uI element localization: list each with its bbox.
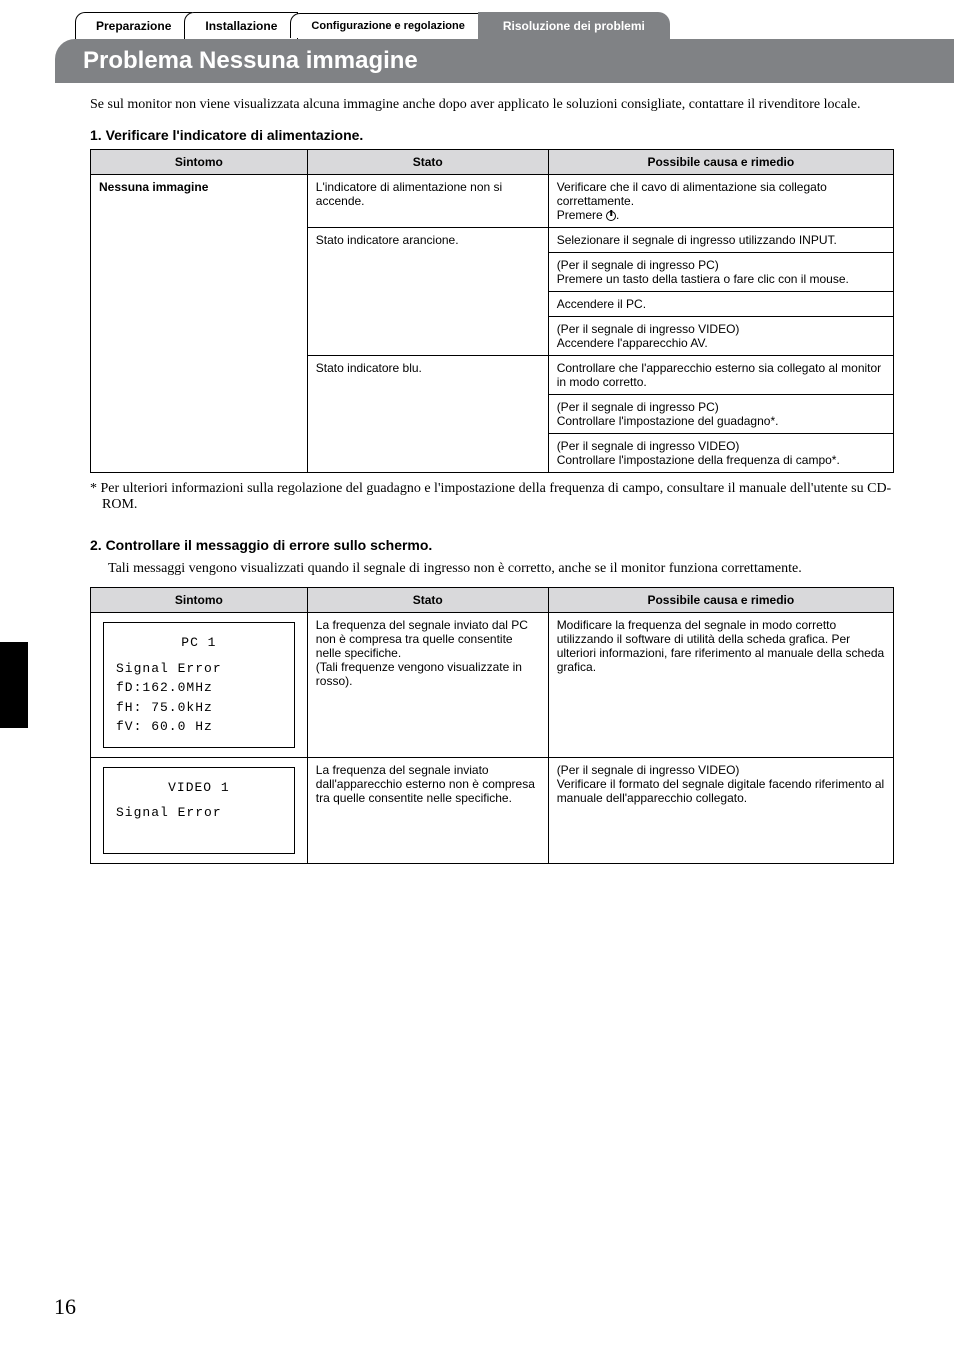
tab-risoluzione[interactable]: Risoluzione dei problemi bbox=[478, 12, 670, 39]
symptom-cell: PC 1 Signal Error fD:162.0MHz fH: 75.0kH… bbox=[91, 613, 308, 758]
col-header: Possibile causa e rimedio bbox=[548, 150, 893, 175]
footnote: * Per ulteriori informazioni sulla regol… bbox=[90, 481, 894, 513]
remedy-cell: (Per il segnale di ingresso PC) Controll… bbox=[548, 395, 893, 434]
power-icon bbox=[606, 211, 616, 221]
error-box-pc: PC 1 Signal Error fD:162.0MHz fH: 75.0kH… bbox=[103, 622, 295, 748]
tab-configurazione[interactable]: Configurazione e regolazione bbox=[290, 13, 485, 38]
state-cell: Stato indicatore arancione. bbox=[307, 228, 548, 356]
col-header: Possibile causa e rimedio bbox=[548, 588, 893, 613]
section1-heading: 1. Verificare l'indicatore di alimentazi… bbox=[90, 127, 894, 143]
remedy-cell: (Per il segnale di ingresso VIDEO) Contr… bbox=[548, 434, 893, 473]
state-cell: La frequenza del segnale inviato dall'ap… bbox=[307, 757, 548, 863]
tab-preparazione[interactable]: Preparazione bbox=[75, 12, 192, 39]
table-row: VIDEO 1 Signal Error La frequenza del se… bbox=[91, 757, 894, 863]
remedy-cell: Controllare che l'apparecchio esterno si… bbox=[548, 356, 893, 395]
remedy-cell: Verificare che il cavo di alimentazione … bbox=[548, 175, 893, 228]
section2-heading: 2. Controllare il messaggio di errore su… bbox=[90, 537, 894, 553]
table-row: Nessuna immagine L'indicatore di aliment… bbox=[91, 175, 894, 228]
table-row: PC 1 Signal Error fD:162.0MHz fH: 75.0kH… bbox=[91, 613, 894, 758]
table-1: Sintomo Stato Possibile causa e rimedio … bbox=[90, 149, 894, 473]
intro-text: Se sul monitor non viene visualizzata al… bbox=[90, 97, 894, 113]
language-label: Italiano bbox=[14, 645, 30, 694]
tab-bar: Preparazione Installazione Configurazion… bbox=[0, 0, 954, 39]
remedy-cell: Modificare la frequenza del segnale in m… bbox=[548, 613, 893, 758]
table-row: Sintomo Stato Possibile causa e rimedio bbox=[91, 150, 894, 175]
table-row: Sintomo Stato Possibile causa e rimedio bbox=[91, 588, 894, 613]
remedy-cell: Selezionare il segnale di ingresso utili… bbox=[548, 228, 893, 253]
state-cell: L'indicatore di alimentazione non si acc… bbox=[307, 175, 548, 228]
error-line: PC 1 bbox=[116, 633, 282, 653]
remedy-text: Premere bbox=[557, 208, 606, 222]
col-header: Stato bbox=[307, 150, 548, 175]
section2-intro: Tali messaggi vengono visualizzati quand… bbox=[108, 561, 894, 577]
remedy-text: . bbox=[616, 208, 619, 222]
remedy-cell: (Per il segnale di ingresso VIDEO) Verif… bbox=[548, 757, 893, 863]
symptom-cell: Nessuna immagine bbox=[91, 175, 308, 473]
col-header: Sintomo bbox=[91, 150, 308, 175]
remedy-cell: (Per il segnale di ingresso VIDEO) Accen… bbox=[548, 317, 893, 356]
table-2: Sintomo Stato Possibile causa e rimedio … bbox=[90, 587, 894, 864]
error-line: fV: 60.0 Hz bbox=[116, 717, 282, 737]
symptom-cell: VIDEO 1 Signal Error bbox=[91, 757, 308, 863]
page-title: Problema Nessuna immagine bbox=[55, 39, 954, 83]
col-header: Stato bbox=[307, 588, 548, 613]
state-cell: Stato indicatore blu. bbox=[307, 356, 548, 473]
error-line: fD:162.0MHz bbox=[116, 678, 282, 698]
page-number: 16 bbox=[54, 1294, 76, 1320]
error-line: Signal Error bbox=[116, 659, 282, 679]
remedy-cell: (Per il segnale di ingresso PC) Premere … bbox=[548, 253, 893, 292]
error-line: Signal Error bbox=[116, 803, 282, 823]
col-header: Sintomo bbox=[91, 588, 308, 613]
error-line: fH: 75.0kHz bbox=[116, 698, 282, 718]
remedy-cell: Accendere il PC. bbox=[548, 292, 893, 317]
tab-installazione[interactable]: Installazione bbox=[184, 12, 298, 39]
error-line: VIDEO 1 bbox=[116, 778, 282, 798]
remedy-text: Verificare che il cavo di alimentazione … bbox=[557, 180, 827, 208]
error-box-video: VIDEO 1 Signal Error bbox=[103, 767, 295, 854]
state-cell: La frequenza del segnale inviato dal PC … bbox=[307, 613, 548, 758]
